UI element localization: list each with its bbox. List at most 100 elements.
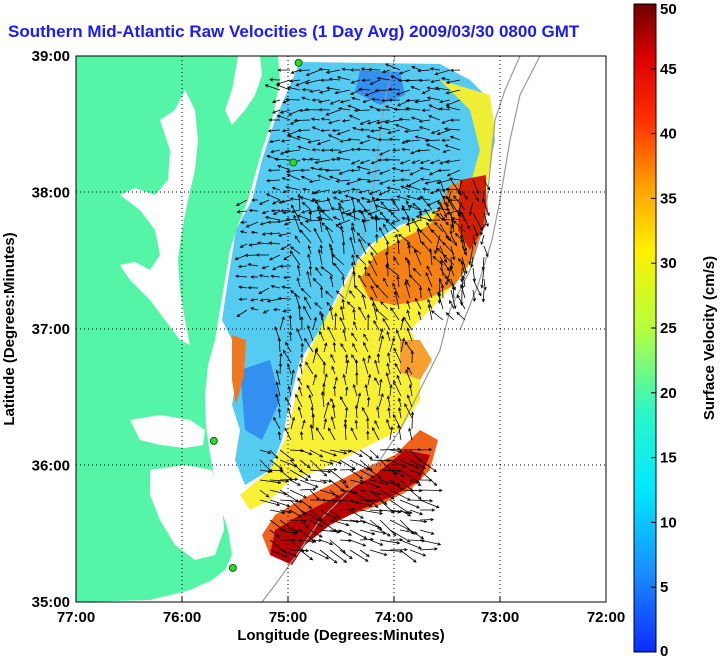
velocity-vector-head xyxy=(434,86,439,90)
velocity-vector xyxy=(461,190,468,200)
velocity-vector-head xyxy=(338,461,343,465)
velocity-vector-head xyxy=(313,316,317,321)
velocity-vector xyxy=(460,211,466,222)
velocity-vector xyxy=(349,479,364,484)
velocity-vector xyxy=(378,328,383,342)
velocity-vector xyxy=(461,212,471,230)
velocity-vector-head xyxy=(434,221,438,226)
velocity-vector-head xyxy=(376,108,380,112)
velocity-vector xyxy=(351,222,356,233)
velocity-vector xyxy=(408,245,411,255)
velocity-vector xyxy=(408,205,421,211)
velocity-vector-head xyxy=(452,286,456,291)
velocity-vector-head xyxy=(318,100,322,104)
velocity-vector-head xyxy=(259,222,264,226)
velocity-vector xyxy=(291,204,301,222)
velocity-vector-head xyxy=(430,531,435,535)
velocity-vector-head xyxy=(437,542,442,546)
velocity-vector xyxy=(283,276,292,279)
velocity-vector-head xyxy=(387,533,391,537)
velocity-vector-head xyxy=(343,559,348,563)
velocity-vector-head xyxy=(345,181,350,185)
velocity-vector-head xyxy=(275,83,280,88)
velocity-vector xyxy=(299,109,311,111)
velocity-vector-head xyxy=(259,298,264,302)
velocity-vector xyxy=(406,195,421,201)
velocity-vector-head xyxy=(405,369,409,374)
velocity-vector-head xyxy=(391,178,396,183)
velocity-vector xyxy=(262,210,270,214)
velocity-vector-head xyxy=(485,253,489,258)
velocity-vector-head xyxy=(301,96,305,100)
velocity-vector-head xyxy=(418,78,423,83)
velocity-vector xyxy=(439,223,451,241)
velocity-vector xyxy=(482,289,485,302)
velocity-vector-head xyxy=(395,233,399,238)
velocity-vector xyxy=(388,88,401,91)
velocity-vector-head xyxy=(400,185,405,189)
velocity-vector-head xyxy=(406,327,410,332)
velocity-vector xyxy=(309,519,323,528)
velocity-vector-head xyxy=(347,104,351,108)
velocity-vector-head xyxy=(301,201,306,206)
velocity-vector xyxy=(407,328,413,342)
velocity-vector xyxy=(419,489,442,491)
velocity-vector-head xyxy=(375,284,380,289)
velocity-vector-head xyxy=(316,141,321,146)
velocity-vector xyxy=(375,89,391,91)
velocity-vector-head xyxy=(390,211,395,216)
velocity-vector-head xyxy=(347,449,352,453)
velocity-vector xyxy=(357,148,371,151)
velocity-vector-head xyxy=(277,480,282,485)
velocity-vector xyxy=(441,119,451,124)
velocity-vector-head xyxy=(442,149,447,153)
velocity-vector-head xyxy=(277,431,282,435)
velocity-vector-head xyxy=(457,258,462,262)
velocity-vector-head xyxy=(410,86,415,90)
velocity-vector-head xyxy=(285,185,289,190)
velocity-vector-head xyxy=(386,418,390,423)
velocity-vector-head xyxy=(394,124,399,128)
velocity-vector xyxy=(379,211,389,222)
velocity-vector-head xyxy=(410,411,415,416)
velocity-vector-head xyxy=(256,241,261,245)
velocity-vector-head xyxy=(312,487,317,491)
velocity-vector xyxy=(286,218,301,221)
velocity-vector-head xyxy=(437,168,442,173)
velocity-vector-head xyxy=(383,277,387,282)
velocity-vector-head xyxy=(290,209,295,214)
velocity-vector xyxy=(472,179,479,194)
velocity-vector xyxy=(271,209,281,212)
velocity-vector-head xyxy=(396,92,400,96)
velocity-vector-head xyxy=(341,241,346,245)
velocity-vector xyxy=(340,99,351,103)
velocity-vectors xyxy=(234,63,491,564)
velocity-vector-head xyxy=(472,298,476,302)
velocity-vector xyxy=(299,229,312,244)
velocity-vector-head xyxy=(397,103,401,107)
velocity-vector-head xyxy=(285,479,290,483)
velocity-vector xyxy=(289,519,307,522)
velocity-vector-head xyxy=(401,140,406,144)
velocity-vector-head xyxy=(410,116,415,120)
velocity-vector xyxy=(269,509,285,514)
velocity-vector-head xyxy=(379,511,384,515)
velocity-vector-head xyxy=(318,67,323,72)
velocity-vector-head xyxy=(350,91,354,95)
velocity-vector xyxy=(392,283,400,299)
velocity-vector xyxy=(338,107,351,111)
velocity-vector-head xyxy=(486,186,491,191)
velocity-vector xyxy=(271,275,281,278)
velocity-vector xyxy=(436,247,444,255)
velocity-vector-head xyxy=(369,456,373,460)
velocity-vector xyxy=(370,217,381,221)
velocity-vector-head xyxy=(324,373,328,377)
velocity-vector xyxy=(340,306,345,321)
velocity-vector-head xyxy=(413,559,417,563)
velocity-vector-head xyxy=(417,196,421,201)
velocity-vector-head xyxy=(255,253,260,257)
velocity-vector xyxy=(378,393,384,408)
velocity-vector xyxy=(385,219,400,233)
velocity-vector-head xyxy=(334,376,338,381)
velocity-vector-head xyxy=(342,329,346,333)
